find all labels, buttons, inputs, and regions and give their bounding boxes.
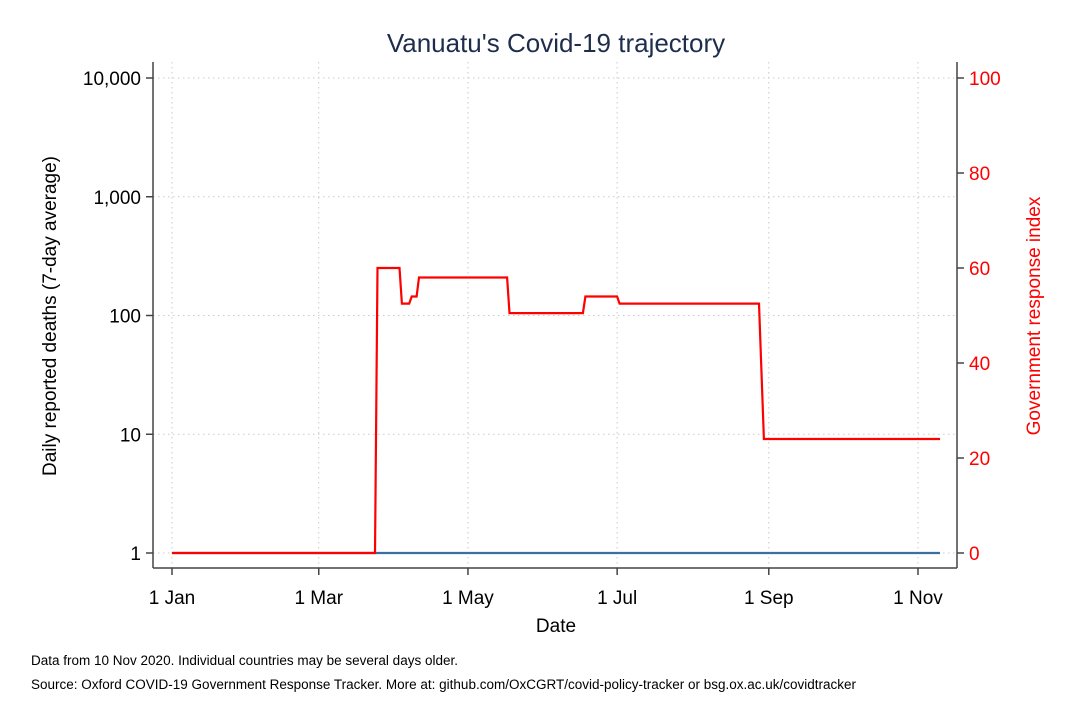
x-tick-label-0: 1 Jan: [149, 588, 195, 609]
left-axis-title: Daily reported deaths (7-day average): [40, 156, 61, 476]
x-tick-label-5: 1 Nov: [893, 588, 943, 609]
x-tick-label-1: 1 Mar: [294, 588, 343, 609]
source-note: Source: Oxford COVID-19 Government Respo…: [31, 677, 857, 692]
x-tick-label-4: 1 Sep: [744, 588, 794, 609]
response-index-series-line: [172, 266, 940, 555]
tick-layer: 1 10 100 1,000 10,000 0 20 40 60 80 100 1 Jan 1 Mar 1…: [83, 69, 1001, 609]
right-axis-title: Government response index: [1024, 196, 1045, 435]
right-tick-label-5: 100: [969, 69, 1001, 90]
data-note: Data from 10 Nov 2020. Individual countr…: [31, 653, 458, 668]
x-tick-label-3: 1 Jul: [597, 588, 637, 609]
chart-title: Vanuatu's Covid-19 trajectory: [387, 28, 725, 58]
series-layer: [172, 266, 940, 555]
left-tick-label-2: 100: [109, 307, 141, 328]
right-tick-label-4: 80: [969, 164, 990, 185]
x-tick-label-2: 1 May: [442, 588, 494, 609]
left-tick-label-1: 10: [120, 425, 141, 446]
left-tick-label-3: 1,000: [93, 188, 141, 209]
left-tick-label-0: 1: [130, 544, 141, 565]
grid-layer: [153, 62, 957, 568]
right-tick-label-1: 20: [969, 449, 990, 470]
right-tick-label-3: 60: [969, 259, 990, 280]
right-tick-label-2: 40: [969, 354, 990, 375]
left-tick-label-4: 10,000: [83, 69, 141, 90]
right-tick-label-0: 0: [969, 544, 980, 565]
x-axis-title: Date: [536, 616, 576, 637]
